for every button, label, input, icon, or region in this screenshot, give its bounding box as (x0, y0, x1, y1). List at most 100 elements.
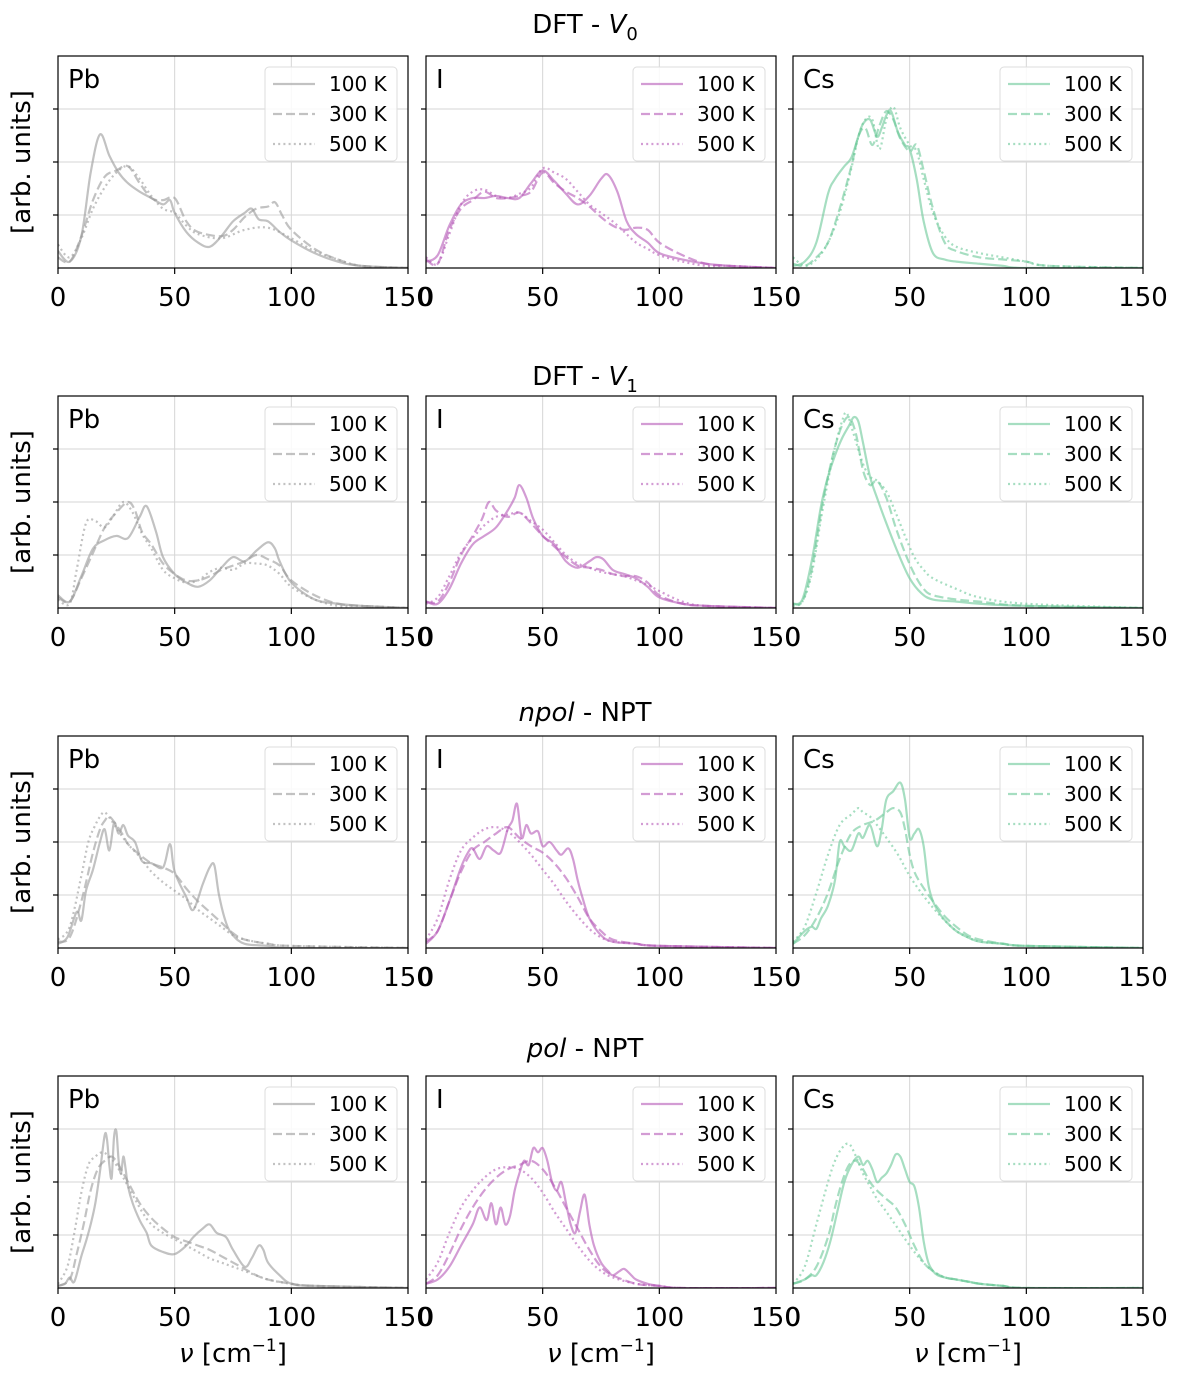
series-line-dotted (426, 511, 776, 608)
legend-label: 300 K (1064, 1122, 1123, 1146)
x-tick-label: 100 (635, 1303, 685, 1333)
panel-Cs-row2: 0 50 100 150 Cs 100 K 300 K 500 K (785, 735, 1168, 993)
series-line-solid (58, 133, 408, 268)
row-title-subscript: 1 (626, 376, 637, 397)
x-tick-label: 150 (1118, 623, 1168, 653)
legend-box (999, 1086, 1133, 1182)
legend-box (632, 66, 766, 162)
legend-label: 100 K (1064, 412, 1123, 436)
x-tick-label: 0 (785, 1303, 802, 1333)
panel-label: Cs (803, 1085, 835, 1115)
x-tick-label: 150 (751, 1303, 801, 1333)
x-tick-label: 150 (383, 963, 433, 993)
series-line-solid (58, 504, 408, 608)
x-tick-label: 100 (267, 623, 317, 653)
panel-Pb-row3: 0 50 100 150 Pb 100 K 300 K 500 K [arb. units] ν … (7, 1075, 433, 1369)
legend-label: 500 K (697, 472, 756, 496)
legend-box (632, 1086, 766, 1182)
x-tick-label: 50 (893, 1303, 926, 1333)
y-axis-label: [arb. units] (7, 1110, 37, 1254)
legend-box (632, 406, 766, 502)
x-tick-label: 0 (418, 963, 435, 993)
x-tick-label: 100 (1002, 1303, 1052, 1333)
legend-label: 500 K (697, 1152, 756, 1176)
panel-Pb-row0: 0 50 100 150 Pb 100 K 300 K 500 K [arb. units] (7, 55, 433, 313)
y-axis-label: [arb. units] (7, 770, 37, 914)
legend-label: 500 K (1064, 812, 1123, 836)
x-tick-label: 150 (751, 963, 801, 993)
legend-label: 500 K (1064, 132, 1123, 156)
legend-box (999, 746, 1133, 842)
x-tick-label: 150 (1118, 1303, 1168, 1333)
x-tick-label: 150 (383, 623, 433, 653)
row-title-3: pol - NPT (526, 1034, 644, 1064)
x-tick-label: 150 (1118, 963, 1168, 993)
series-line-solid (793, 109, 1143, 268)
x-tick-label: 50 (526, 623, 559, 653)
panel-Cs-row0: 0 50 100 150 Cs 100 K 300 K 500 K (785, 55, 1168, 313)
series-line-solid (793, 781, 1143, 948)
series-line-dashed (426, 826, 776, 948)
x-tick-label: 0 (418, 283, 435, 313)
row-title-prefix: DFT - (532, 362, 608, 392)
x-tick-label: 150 (383, 1303, 433, 1333)
row-title-suffix: - NPT (575, 698, 652, 728)
legend-label: 100 K (1064, 752, 1123, 776)
x-tick-label: 0 (50, 623, 67, 653)
legend-label: 100 K (697, 1092, 756, 1116)
legend-label: 500 K (1064, 1152, 1123, 1176)
row-title-prefix: DFT - (532, 10, 608, 40)
panel-I-row2: 0 50 100 150 I 100 K 300 K 500 K (418, 735, 801, 993)
panel-label: Pb (68, 1085, 100, 1115)
panel-label: I (436, 65, 444, 95)
x-tick-label: 50 (893, 623, 926, 653)
x-tick-label: 50 (158, 283, 191, 313)
legend-label: 500 K (329, 1152, 388, 1176)
series-line-dotted (793, 806, 1143, 948)
panel-Pb-row1: 0 50 100 150 Pb 100 K 300 K 500 K [arb. units] (7, 395, 433, 653)
series-line-dashed (793, 1159, 1143, 1288)
legend-label: 300 K (329, 782, 388, 806)
x-tick-label: 100 (267, 1303, 317, 1333)
series-line-dotted (793, 411, 1143, 608)
panel-I-row0: 0 50 100 150 I 100 K 300 K 500 K (418, 55, 801, 313)
x-tick-label: 100 (635, 963, 685, 993)
legend-label: 100 K (697, 412, 756, 436)
legend-label: 100 K (1064, 72, 1123, 96)
series-line-dotted (426, 1166, 776, 1288)
panel-label: Cs (803, 745, 835, 775)
x-tick-label: 100 (1002, 623, 1052, 653)
legend-label: 300 K (1064, 102, 1123, 126)
x-tick-label: 0 (418, 1303, 435, 1333)
panel-I-row3: 0 50 100 150 I 100 K 300 K 500 K ν [cm−1] (418, 1075, 801, 1369)
legend-box (999, 406, 1133, 502)
x-tick-label: 100 (635, 283, 685, 313)
row-title-0: DFT - V0 (532, 10, 638, 45)
panel-label: I (436, 1085, 444, 1115)
x-tick-label: 0 (50, 283, 67, 313)
series-line-dashed (58, 500, 408, 608)
y-axis-label: [arb. units] (7, 90, 37, 234)
series-line-solid (426, 169, 776, 268)
row-title-italic: npol (518, 698, 575, 728)
series-line-dotted (793, 105, 1143, 268)
x-tick-label: 150 (751, 623, 801, 653)
series-line-dashed (793, 415, 1143, 608)
legend-label: 300 K (329, 1122, 388, 1146)
series-line-dotted (58, 164, 408, 268)
legend-label: 100 K (697, 72, 756, 96)
legend-label: 100 K (329, 412, 388, 436)
legend-label: 300 K (697, 782, 756, 806)
series-line-dashed (58, 815, 408, 948)
legend-label: 100 K (329, 752, 388, 776)
panel-label: I (436, 745, 444, 775)
x-tick-label: 50 (893, 283, 926, 313)
series-line-dashed (793, 806, 1143, 948)
legend-label: 100 K (697, 752, 756, 776)
panel-label: Pb (68, 65, 100, 95)
legend-label: 300 K (697, 442, 756, 466)
x-tick-label: 0 (785, 283, 802, 313)
x-axis-label: ν [cm−1] (914, 1336, 1022, 1369)
x-tick-label: 50 (526, 283, 559, 313)
